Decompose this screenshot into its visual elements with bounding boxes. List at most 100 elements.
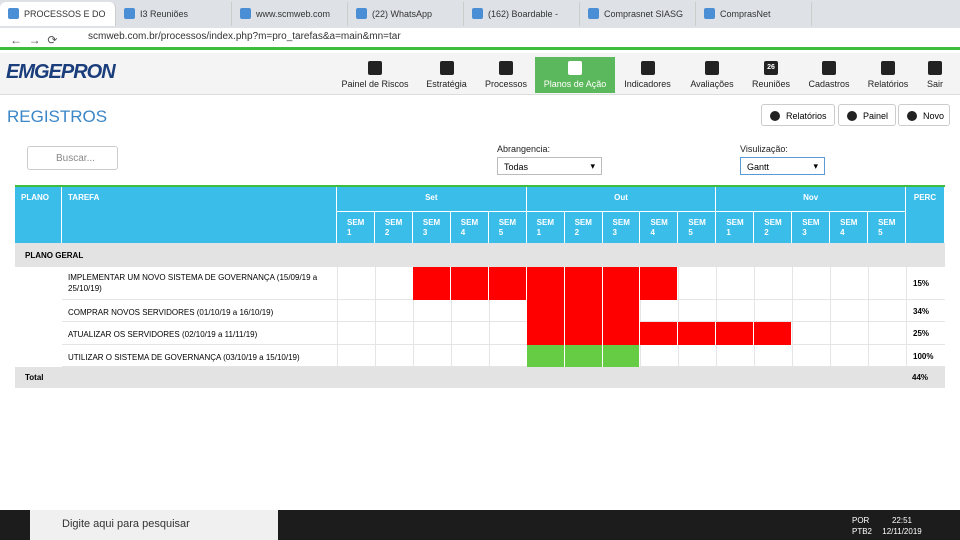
tab-title: PROCESSOS E DO: [24, 9, 106, 19]
nav-item[interactable]: Avaliações: [683, 57, 741, 93]
nav-label: Cadastros: [808, 79, 850, 89]
week-label: SEM 5: [688, 218, 706, 237]
week-label: SEM 2: [384, 218, 403, 237]
gantt-bar: [526, 322, 565, 345]
browser-tab[interactable]: (162) Boardable -: [464, 2, 580, 26]
action-button[interactable]: Painel: [838, 104, 896, 126]
gantt-cell: [374, 267, 413, 300]
address-bar-area: ← → ⟳ scmweb.com.br/processos/index.php?…: [0, 28, 960, 50]
tab-icon: [588, 8, 599, 19]
gantt-bar: [602, 345, 641, 367]
nav-item[interactable]: Planos de Ação: [535, 57, 615, 93]
browser-tab[interactable]: PROCESSOS E DO: [0, 2, 116, 26]
tab-title: (162) Boardable -: [488, 9, 559, 19]
task-name: IMPLEMENTAR UM NOVO SISTEMA DE GOVERNANÇ…: [62, 267, 337, 300]
gantt-bar: [678, 322, 717, 345]
gantt-cell: [678, 267, 717, 300]
tab-title: ComprasNet: [720, 9, 771, 19]
filter-select[interactable]: Gantt ▾: [740, 157, 825, 175]
button-label: Relatórios: [786, 111, 827, 121]
gantt-cell: [868, 300, 906, 322]
nav-label: Planos de Ação: [543, 79, 607, 89]
nav-item[interactable]: Processos: [480, 57, 532, 93]
nav-item[interactable]: Estratégia: [423, 57, 470, 93]
gantt-cell: [792, 345, 831, 367]
nav-icon: [499, 61, 513, 75]
button-icon: [907, 111, 917, 121]
tab-title: Comprasnet SIASG: [604, 9, 684, 19]
gantt-cell: [830, 345, 869, 367]
month-header: Out: [526, 187, 717, 212]
gantt-cell: [678, 345, 717, 367]
week-label: SEM 4: [840, 218, 858, 237]
gantt-cell: [374, 300, 413, 322]
gantt-cell: [374, 322, 413, 345]
taskbar: Digite aqui para pesquisar POR PTB2 22:51…: [0, 510, 960, 540]
col-perc: PERC: [906, 187, 945, 243]
gantt-cell: [868, 267, 906, 300]
lang[interactable]: POR PTB2: [852, 515, 872, 537]
week-header: SEM 5: [868, 212, 906, 243]
gantt-bar: [602, 300, 641, 322]
week-header: SEM 5: [488, 212, 527, 243]
nav-item[interactable]: Cadastros: [803, 57, 855, 93]
week-header: SEM 1: [337, 212, 375, 243]
taskbar-search[interactable]: Digite aqui para pesquisar: [30, 510, 278, 540]
task-perc: 15%: [906, 267, 945, 300]
week-label: SEM 1: [347, 218, 365, 237]
nav-item[interactable]: Indicadores: [615, 57, 680, 93]
filter-label: Abrangencia:: [497, 144, 551, 154]
week-header: SEM 4: [830, 212, 869, 243]
gantt-cell: [792, 322, 831, 345]
search-box[interactable]: Buscar...: [27, 146, 118, 170]
col-plan: PLANO: [15, 187, 62, 243]
gantt-bar: [754, 322, 793, 345]
week-header: SEM 3: [412, 212, 451, 243]
browser-tab[interactable]: www.scmweb.com: [232, 2, 348, 26]
gantt-cell: [830, 267, 869, 300]
gantt-cell: [374, 345, 413, 367]
browser-tab[interactable]: Comprasnet SIASG: [580, 2, 696, 26]
nav-arrows[interactable]: ← → ⟳: [10, 33, 58, 47]
gantt-cell: [830, 300, 869, 322]
browser-tab[interactable]: ComprasNet: [696, 2, 812, 26]
logo[interactable]: EMGEPRON: [6, 61, 116, 83]
nav-item[interactable]: 26 Reuniões: [746, 57, 796, 93]
nav-icon: [568, 61, 582, 75]
month-header: Set: [337, 187, 527, 212]
nav-item[interactable]: Sair: [917, 57, 953, 93]
gantt-cell: [716, 345, 755, 367]
filter-select[interactable]: Todas ▾: [497, 157, 602, 175]
gantt-bar: [526, 300, 565, 322]
gantt-cell: [412, 322, 451, 345]
clock[interactable]: 22:51 12/11/2019: [882, 515, 922, 537]
gantt-cell: [337, 267, 375, 300]
nav-item[interactable]: Relatórios: [860, 57, 916, 93]
app-header: EMGEPRON: [0, 53, 960, 95]
browser-tab[interactable]: I3 Reuniões: [116, 2, 232, 26]
button-label: Painel: [863, 111, 889, 121]
tab-icon: [704, 8, 715, 19]
nav-item[interactable]: Painel de Riscos: [340, 57, 410, 93]
action-button[interactable]: Novo: [898, 104, 950, 126]
search-placeholder: Buscar...: [56, 153, 95, 164]
gantt-cell: [754, 345, 793, 367]
button-icon: [770, 111, 780, 121]
week-label: SEM 4: [650, 218, 668, 237]
gantt-cell: [337, 300, 375, 322]
gantt-cell: [716, 267, 755, 300]
gantt-bar: [602, 322, 641, 345]
action-button[interactable]: Relatórios: [761, 104, 835, 126]
nav-icon: [705, 61, 719, 75]
gantt-bar: [716, 322, 755, 345]
task-perc: 25%: [906, 322, 945, 345]
total-label: Total: [25, 373, 44, 382]
browser-tab[interactable]: (22) WhatsApp: [348, 2, 464, 26]
gantt-cell: [716, 300, 755, 322]
url[interactable]: scmweb.com.br/processos/index.php?m=pro_…: [88, 31, 401, 42]
week-header: SEM 4: [640, 212, 679, 243]
tab-title: www.scmweb.com: [256, 9, 331, 19]
nav-label: Processos: [484, 79, 528, 89]
button-icon: [847, 111, 857, 121]
date: 12/11/2019: [882, 527, 922, 536]
